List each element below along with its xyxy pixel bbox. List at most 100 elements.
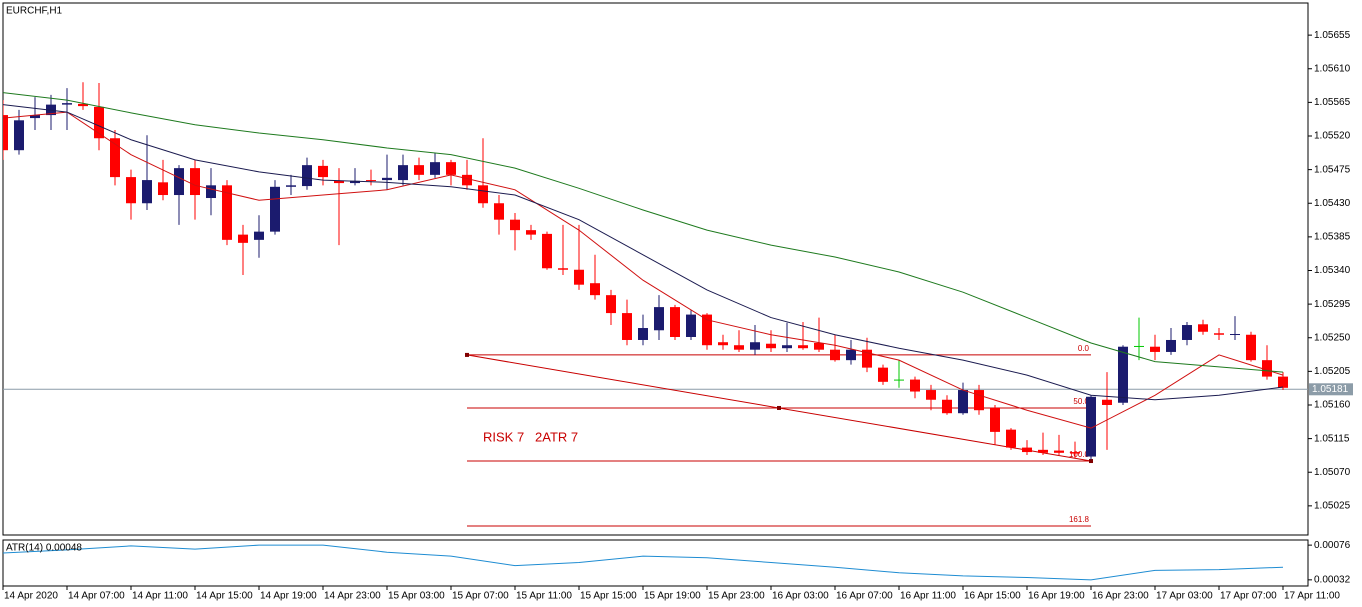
candle-body: [494, 203, 504, 220]
candle-body: [1054, 450, 1064, 453]
fibo-label: 50.0: [1073, 397, 1089, 406]
x-tick-label: 15 Apr 19:00: [644, 591, 701, 602]
x-tick-label: 17 Apr 07:00: [1220, 591, 1277, 602]
candle-body: [718, 342, 728, 346]
chart-title: EURCHF,H1: [6, 6, 63, 17]
candle-body: [942, 399, 952, 414]
x-tick-label: 17 Apr 03:00: [1156, 591, 1213, 602]
candle-body: [846, 349, 856, 361]
candle-body: [814, 342, 824, 350]
atr-line: [3, 544, 1284, 581]
candle-body: [110, 138, 120, 178]
candle-body: [254, 231, 264, 240]
sub-plot: [3, 544, 1284, 581]
candle-body: [1038, 449, 1048, 453]
candle-body: [590, 283, 600, 296]
candle-body: [206, 185, 216, 199]
candle-body: [430, 162, 440, 175]
candle-body: [1022, 447, 1032, 453]
candle-body: [446, 162, 456, 175]
candle-body: [1166, 339, 1176, 352]
candle-body: [1278, 376, 1288, 388]
trend-handle: [465, 352, 469, 357]
candle-body: [398, 165, 408, 181]
candle-body: [94, 106, 104, 139]
candle-body: [286, 185, 296, 187]
candle-body: [558, 268, 568, 270]
y-tick-label: 1.05520: [1314, 131, 1351, 142]
candle-body: [798, 345, 808, 349]
candle-body: [1198, 324, 1208, 332]
candle-body: [318, 165, 328, 178]
candle-body: [894, 379, 904, 381]
x-tick-label: 14 Apr 19:00: [260, 591, 317, 602]
y-tick-label: 1.05655: [1314, 30, 1351, 41]
y-tick-label: 1.05475: [1314, 164, 1351, 175]
candle-body: [542, 233, 552, 269]
candle-body: [638, 328, 648, 340]
candle-body: [1102, 399, 1112, 405]
y-tick-label: 1.05295: [1314, 299, 1351, 310]
trend-handle: [1089, 459, 1093, 464]
x-tick-label: 14 Apr 2020: [4, 591, 58, 602]
candle-body: [702, 314, 712, 346]
candle-body: [1246, 334, 1256, 361]
candle-body: [1006, 429, 1016, 448]
x-tick-label: 16 Apr 19:00: [1028, 591, 1085, 602]
candle-body: [126, 177, 136, 204]
candle-body: [830, 349, 840, 361]
candle-body: [1086, 396, 1096, 457]
fibo-label: 161.8: [1069, 515, 1090, 524]
candle-body: [1134, 345, 1144, 347]
y-tick-label: 1.05430: [1314, 198, 1351, 209]
candle-body: [382, 177, 392, 181]
last-price-box: [1309, 383, 1353, 396]
main-pane: [2, 2, 1309, 536]
candle-body: [1262, 360, 1272, 377]
candle-body: [878, 367, 888, 382]
candle-body: [334, 180, 344, 184]
x-tick-label: 16 Apr 15:00: [964, 591, 1021, 602]
candle-body: [78, 103, 88, 107]
candle-body: [478, 185, 488, 204]
candle-body: [462, 174, 472, 186]
candle-body: [1150, 346, 1160, 352]
x-tick-label: 16 Apr 03:00: [772, 591, 829, 602]
candle-body: [30, 115, 40, 119]
y-tick-label: 1.05160: [1314, 400, 1351, 411]
candle-body: [174, 168, 184, 196]
candle-body: [686, 314, 696, 337]
candle-body: [974, 390, 984, 411]
y-tick-label: 1.05250: [1314, 332, 1351, 343]
candle-body: [606, 295, 616, 314]
candle-body: [526, 230, 536, 235]
x-tick-label: 16 Apr 07:00: [836, 591, 893, 602]
annotation: RISK 7 2ATR 7: [483, 429, 578, 444]
moving-average: [3, 104, 1284, 401]
x-tick-label: 15 Apr 11:00: [516, 591, 572, 602]
candle-body: [62, 103, 72, 105]
candle-body: [1182, 325, 1192, 340]
candle-body: [222, 185, 232, 240]
candle-body: [670, 307, 680, 337]
candle-body: [574, 269, 584, 285]
candle-body: [734, 345, 744, 350]
moving-average: [3, 92, 1284, 373]
axes: 1.05655 1.05610 1.05565 1.05520 1.05475 1.054…: [2, 30, 1353, 602]
y-tick-label: 1.05115: [1314, 433, 1350, 444]
candle-body: [1214, 333, 1224, 335]
y-tick-label: 1.05610: [1314, 63, 1351, 74]
x-tick-label: 17 Apr 11:00: [1284, 591, 1340, 602]
candle-body: [238, 234, 248, 243]
x-tick-label: 15 Apr 03:00: [388, 591, 445, 602]
y-tick-label: 1.05025: [1314, 501, 1351, 512]
x-tick-label: 14 Apr 07:00: [68, 591, 125, 602]
candle-body: [510, 219, 520, 231]
candle-body: [622, 313, 632, 340]
y-tick-label: 1.05340: [1314, 265, 1351, 276]
candle-body: [414, 165, 424, 175]
candle-body: [654, 307, 664, 331]
candle-body: [350, 180, 360, 184]
sub-y-tick-label: 0.00076: [1314, 540, 1351, 551]
